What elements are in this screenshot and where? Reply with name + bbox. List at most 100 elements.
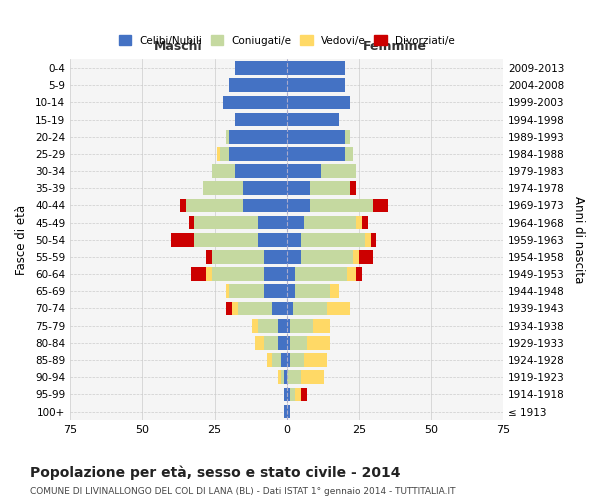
Legend: Celibi/Nubili, Coniugati/e, Vedovi/e, Divorziati/e: Celibi/Nubili, Coniugati/e, Vedovi/e, Di… bbox=[116, 32, 458, 48]
Bar bbox=[203, 182, 244, 195]
Bar bbox=[290, 336, 307, 349]
Bar bbox=[278, 319, 287, 332]
Bar bbox=[356, 216, 362, 230]
Bar bbox=[232, 302, 238, 316]
Bar bbox=[185, 198, 244, 212]
Bar bbox=[263, 250, 287, 264]
Bar bbox=[180, 198, 185, 212]
Bar bbox=[287, 182, 310, 195]
Bar bbox=[258, 233, 287, 246]
Bar bbox=[304, 353, 327, 367]
Bar bbox=[258, 216, 287, 230]
Bar bbox=[287, 319, 290, 332]
Bar bbox=[266, 353, 272, 367]
Bar bbox=[287, 388, 290, 401]
Bar bbox=[322, 164, 356, 178]
Bar bbox=[281, 353, 287, 367]
Y-axis label: Fasce di età: Fasce di età bbox=[15, 204, 28, 275]
Bar bbox=[229, 284, 263, 298]
Bar bbox=[356, 268, 362, 281]
Bar bbox=[290, 319, 313, 332]
Bar bbox=[212, 268, 263, 281]
Bar bbox=[371, 233, 376, 246]
Bar bbox=[229, 130, 287, 143]
Bar bbox=[223, 96, 287, 110]
Bar bbox=[307, 336, 330, 349]
Bar bbox=[287, 112, 339, 126]
Bar bbox=[287, 250, 301, 264]
Bar bbox=[272, 353, 281, 367]
Bar bbox=[229, 78, 287, 92]
Bar bbox=[226, 302, 232, 316]
Bar bbox=[281, 370, 284, 384]
Bar bbox=[353, 250, 359, 264]
Bar bbox=[278, 370, 281, 384]
Bar bbox=[287, 302, 293, 316]
Bar bbox=[244, 182, 287, 195]
Bar bbox=[226, 130, 229, 143]
Bar bbox=[263, 284, 287, 298]
Bar bbox=[212, 164, 235, 178]
Bar bbox=[287, 78, 344, 92]
Bar bbox=[327, 302, 350, 316]
Text: Femmine: Femmine bbox=[363, 40, 427, 52]
Bar bbox=[301, 233, 365, 246]
Bar bbox=[301, 388, 307, 401]
Bar bbox=[287, 96, 350, 110]
Bar bbox=[235, 61, 287, 75]
Bar bbox=[263, 336, 278, 349]
Bar bbox=[272, 302, 287, 316]
Text: Popolazione per età, sesso e stato civile - 2014: Popolazione per età, sesso e stato civil… bbox=[30, 465, 401, 479]
Bar bbox=[287, 370, 301, 384]
Bar bbox=[330, 284, 339, 298]
Bar bbox=[191, 268, 206, 281]
Bar bbox=[295, 388, 301, 401]
Bar bbox=[365, 233, 371, 246]
Bar bbox=[287, 336, 290, 349]
Bar bbox=[287, 353, 290, 367]
Bar bbox=[310, 198, 373, 212]
Bar bbox=[220, 147, 229, 161]
Bar bbox=[255, 336, 263, 349]
Bar bbox=[263, 268, 287, 281]
Bar bbox=[293, 302, 327, 316]
Bar bbox=[238, 302, 272, 316]
Bar bbox=[344, 130, 350, 143]
Bar bbox=[362, 216, 368, 230]
Bar bbox=[287, 198, 310, 212]
Bar bbox=[217, 147, 220, 161]
Bar bbox=[171, 233, 194, 246]
Y-axis label: Anni di nascita: Anni di nascita bbox=[572, 196, 585, 284]
Bar bbox=[373, 198, 388, 212]
Bar bbox=[284, 388, 287, 401]
Bar bbox=[258, 319, 278, 332]
Bar bbox=[194, 233, 258, 246]
Bar bbox=[287, 268, 295, 281]
Bar bbox=[284, 404, 287, 418]
Bar bbox=[284, 370, 287, 384]
Bar bbox=[287, 130, 344, 143]
Bar bbox=[287, 404, 290, 418]
Bar bbox=[244, 198, 287, 212]
Bar bbox=[206, 250, 212, 264]
Bar bbox=[313, 319, 330, 332]
Bar bbox=[359, 250, 373, 264]
Bar bbox=[295, 284, 330, 298]
Bar bbox=[290, 388, 295, 401]
Bar bbox=[287, 61, 344, 75]
Bar bbox=[226, 284, 229, 298]
Bar bbox=[212, 250, 263, 264]
Bar bbox=[287, 284, 295, 298]
Bar bbox=[235, 112, 287, 126]
Bar bbox=[287, 147, 344, 161]
Bar bbox=[344, 147, 353, 161]
Bar bbox=[278, 336, 287, 349]
Bar bbox=[287, 164, 322, 178]
Bar bbox=[287, 233, 301, 246]
Bar bbox=[287, 216, 304, 230]
Bar bbox=[188, 216, 194, 230]
Bar bbox=[347, 268, 356, 281]
Bar bbox=[235, 164, 287, 178]
Bar bbox=[229, 147, 287, 161]
Bar bbox=[206, 268, 212, 281]
